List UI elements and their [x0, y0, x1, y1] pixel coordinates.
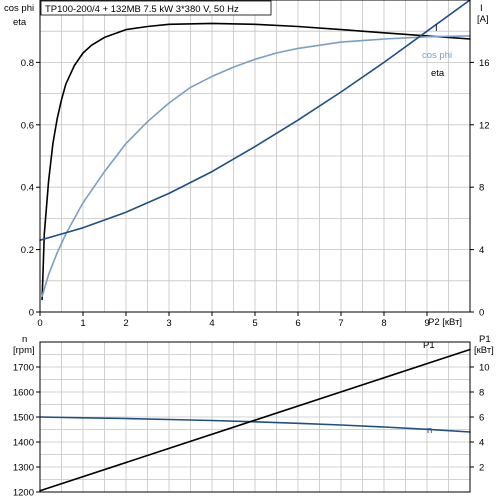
x-tick-label: 0 — [37, 318, 42, 329]
y-right-tick-label: 10 — [479, 363, 490, 374]
y-right-tick-label: 16 — [479, 58, 490, 69]
curve-label-cosphi: cos phi — [422, 50, 452, 61]
y-right-tick-label: 8 — [479, 388, 484, 399]
bottom-curves — [39, 348, 471, 492]
y-left-tick-label: 1600 — [13, 388, 34, 399]
curve-label-p1: P1 — [423, 340, 435, 351]
x-tick-label: 8 — [381, 318, 386, 329]
y-right-tick-label: 4 — [479, 438, 484, 449]
y-right-tick-label: 2 — [479, 463, 484, 474]
x-tick-label: 2 — [123, 318, 128, 329]
y-left-tick-label: 0.4 — [21, 183, 34, 194]
chart-title-box — [40, 0, 272, 16]
y-left-label-n: n — [22, 334, 27, 345]
top-grid — [40, 0, 470, 312]
x-tick-label: 1 — [80, 318, 85, 329]
y-left-tick-label: 1300 — [13, 463, 34, 474]
series-p1-line — [39, 348, 471, 492]
y-left-tick-label: 1200 — [13, 488, 34, 499]
curve-label-n: n — [427, 425, 432, 436]
y-left-label-eta: eta — [13, 17, 27, 28]
y-right-tick-label: 4 — [479, 245, 484, 256]
x-tick-label: 7 — [338, 318, 343, 329]
y-left-tick-label: 0.2 — [21, 245, 34, 256]
y-right-label-p1: P1 — [479, 334, 491, 345]
series-eta-line — [41, 22, 471, 301]
x-tick-label: 9 — [424, 318, 429, 329]
chart-title: TP100-200/4 + 132MB 7.5 kW 3*380 V, 50 H… — [45, 4, 239, 15]
series-cos-phi-line — [41, 35, 471, 298]
y-left-tick-label: 0.8 — [21, 58, 34, 69]
curve-label-eta: eta — [431, 68, 445, 79]
y-left-label-cosphi: cos phi — [4, 3, 34, 14]
x-tick-label: 5 — [252, 318, 257, 329]
curve-label-i: I — [435, 23, 438, 34]
y-left-label-rpm: [rpm] — [13, 345, 35, 356]
y-right-label-unit: [A] — [477, 14, 489, 25]
y-right-label-i: I — [480, 3, 483, 14]
series-i-line — [39, 0, 471, 241]
y-left-tick-label: 1700 — [13, 363, 34, 374]
y-right-tick-label: 12 — [479, 120, 490, 131]
x-tick-label: 4 — [209, 318, 214, 329]
y-left-tick-label: 1500 — [13, 413, 34, 424]
y-right-label-kw: [кВт] — [474, 345, 494, 356]
y-left-tick-label: 1400 — [13, 438, 34, 449]
series-n-line — [39, 416, 471, 433]
y-right-tick-label: 0 — [479, 308, 484, 319]
x-tick-label: 3 — [166, 318, 171, 329]
y-right-tick-label: 6 — [479, 413, 484, 424]
x-axis-label: P2 [кВт] — [428, 317, 462, 328]
y-left-tick-label: 0.6 — [21, 120, 34, 131]
x-tick-label: 6 — [295, 318, 300, 329]
bottom-panel: 1200 1300 1400 1500 1600 1700 2 4 6 8 10 n [rpm] P… — [13, 334, 494, 499]
bottom-grid — [40, 342, 470, 492]
y-left-tick-label: 0 — [29, 308, 34, 319]
top-curves — [39, 0, 471, 301]
bottom-axis-ticks: 1200 1300 1400 1500 1600 1700 2 4 6 8 10 — [13, 363, 490, 499]
y-right-tick-label: 8 — [479, 183, 484, 194]
